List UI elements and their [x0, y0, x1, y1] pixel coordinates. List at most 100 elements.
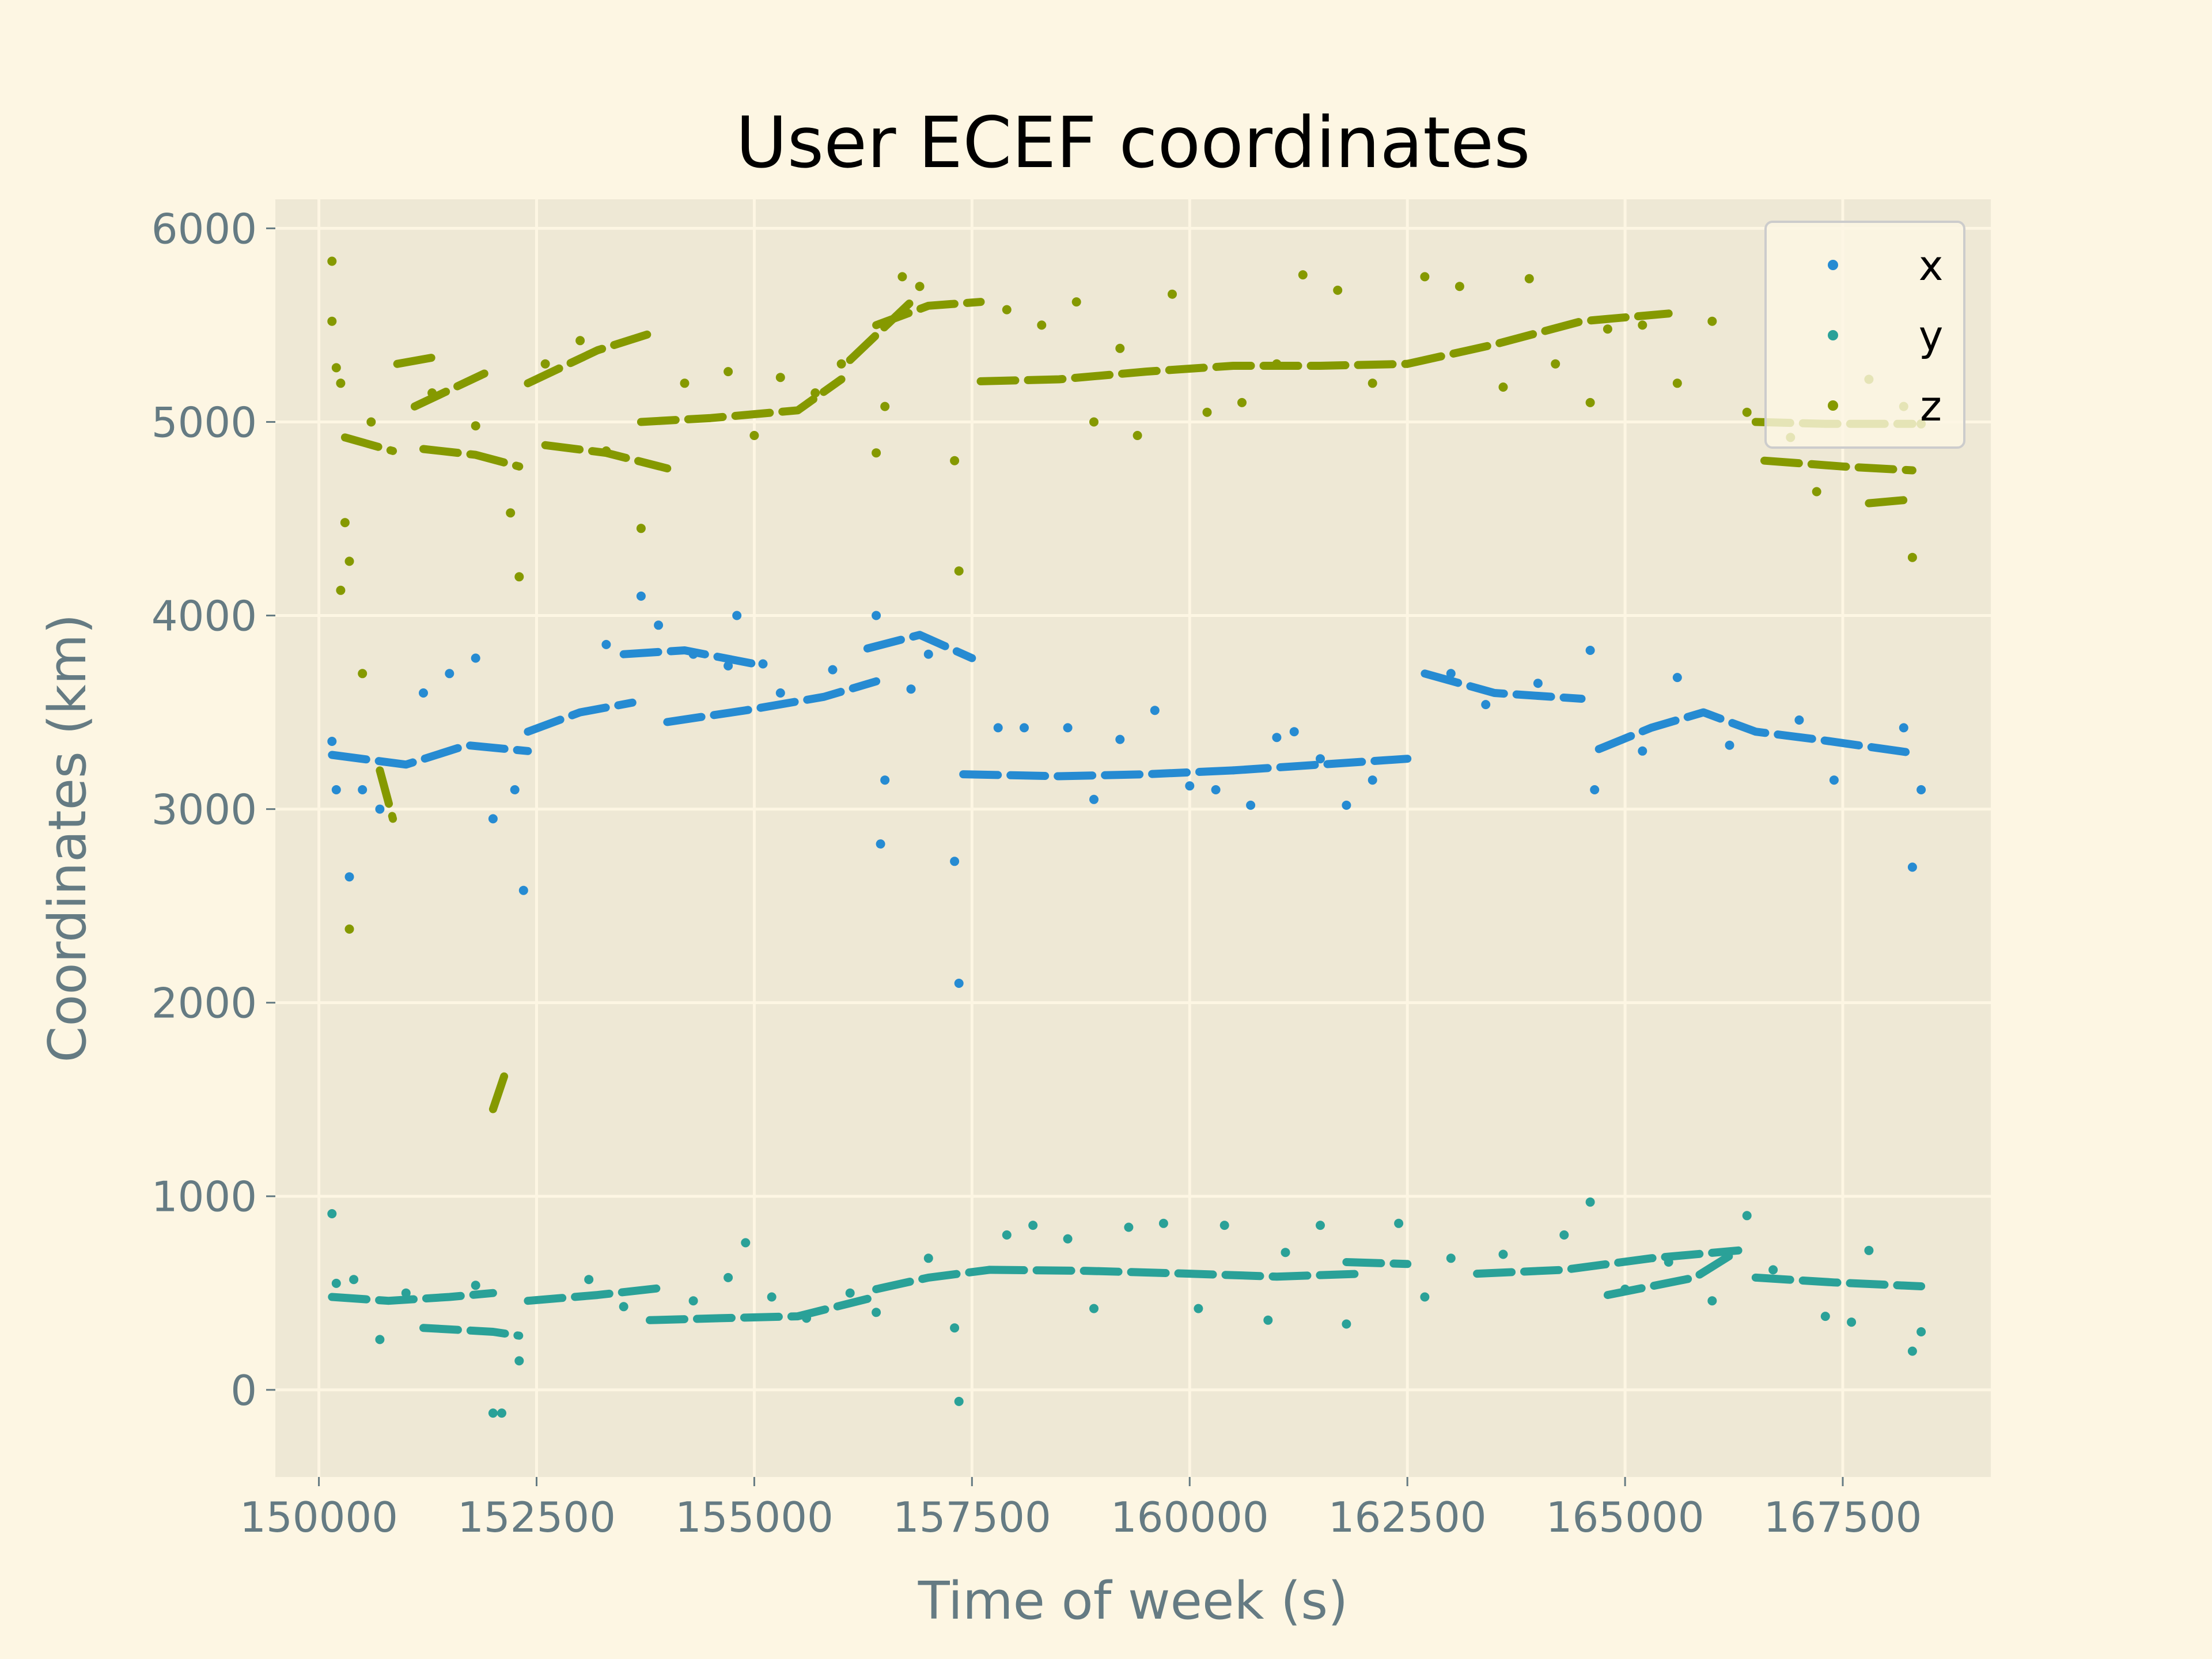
series-x-track — [1594, 708, 1916, 757]
series-z-track — [1865, 495, 1916, 507]
series-x-point — [1829, 775, 1839, 785]
series-y-point — [767, 1292, 777, 1302]
series-y-point — [741, 1238, 751, 1248]
series-z-point — [1168, 289, 1177, 299]
series-x-point — [1590, 785, 1600, 794]
series-x-point — [654, 620, 664, 630]
series-x — [327, 591, 1926, 988]
series-z-track — [419, 445, 524, 471]
legend-label-z: z — [1920, 382, 1942, 430]
series-x-point — [993, 723, 1003, 733]
series-y-point — [1446, 1253, 1456, 1263]
series-x-point — [375, 804, 385, 814]
series-x-track — [1421, 669, 1586, 703]
y-axis-label: Coordinates (km) — [37, 614, 98, 1063]
series-z-point — [331, 363, 341, 373]
legend: xyz — [1764, 221, 1965, 449]
series-x-point — [1368, 775, 1377, 785]
series-z-track — [410, 369, 488, 411]
series-x-point — [880, 775, 890, 785]
series-z-point — [1037, 320, 1047, 330]
series-z-point — [601, 446, 611, 456]
series-y-point — [1559, 1230, 1569, 1240]
series-z-point — [340, 518, 350, 528]
series-y-point — [1316, 1221, 1325, 1230]
series-y-point — [1063, 1234, 1073, 1244]
series-y-point — [1847, 1317, 1857, 1327]
series-z-point — [327, 256, 337, 266]
series-z-point — [1089, 417, 1099, 427]
x-tick-label: 167500 — [1764, 1493, 1922, 1541]
series-z-point — [1742, 407, 1752, 417]
series-y-point — [802, 1313, 812, 1323]
series-x-point — [906, 684, 916, 694]
series-x-point — [688, 649, 698, 659]
series-x-point — [358, 785, 368, 794]
series-z-point — [1202, 407, 1212, 417]
series-x-point — [331, 785, 341, 794]
legend-box — [1764, 221, 1965, 449]
series-x-point — [1916, 785, 1926, 794]
series-y-point — [1028, 1221, 1038, 1230]
series-z-point — [636, 524, 646, 533]
series-y-point — [584, 1275, 594, 1285]
x-tick-label: 155000 — [675, 1493, 834, 1541]
series-z-track — [340, 433, 397, 455]
series-x-point — [1672, 673, 1682, 683]
series-z-point — [336, 378, 346, 388]
series-y-point — [872, 1308, 881, 1317]
series-z-point — [514, 572, 524, 582]
series-y-track — [1751, 1273, 1926, 1290]
y-tick-label: 2000 — [151, 979, 257, 1028]
series-z-point — [1132, 431, 1142, 440]
series-z-point — [344, 924, 354, 934]
series-x-point — [954, 979, 964, 988]
series-z-point — [1907, 552, 1917, 562]
series-z-point — [1455, 282, 1464, 291]
series-z-point — [1115, 343, 1125, 353]
series-z-point — [1603, 324, 1612, 334]
series-y-point — [950, 1323, 960, 1333]
legend-marker-y — [1828, 330, 1838, 340]
series-z-point — [1672, 378, 1682, 388]
series-z-point — [344, 556, 354, 566]
series-z-point — [810, 388, 820, 398]
series-x-point — [1899, 723, 1908, 733]
chart-title: User ECEF coordinates — [736, 102, 1530, 184]
series-z-point — [1524, 274, 1534, 283]
series-z-track — [524, 327, 663, 388]
series-x-point — [732, 611, 742, 620]
series-x-point — [828, 665, 838, 675]
series-y-point — [349, 1275, 359, 1285]
series-x-point — [1089, 794, 1099, 804]
series-y-track — [524, 1283, 672, 1305]
series-z-track — [846, 298, 915, 364]
series-x-point — [758, 659, 768, 669]
series-y-track — [985, 1266, 1368, 1281]
series-y-point — [1907, 1346, 1917, 1356]
series-x-track — [619, 646, 759, 668]
series-z-point — [680, 378, 690, 388]
series-y-point — [514, 1356, 524, 1366]
series-z-point — [872, 448, 881, 458]
series-x-point — [1342, 800, 1351, 810]
y-tick-label: 6000 — [151, 204, 257, 253]
series-z-point — [897, 272, 907, 282]
series-y-track — [1473, 1246, 1743, 1278]
series-z-point — [1585, 397, 1595, 407]
series-y-point — [1089, 1304, 1099, 1313]
series-x-point — [601, 639, 611, 649]
series-x-point — [471, 653, 480, 663]
series-z-point — [1368, 378, 1377, 388]
series-x-point — [1246, 800, 1256, 810]
series-z-track — [637, 375, 846, 426]
legend-label-x: x — [1919, 241, 1944, 290]
series-x-point — [1185, 781, 1195, 791]
series-x-point — [1211, 785, 1221, 794]
series-z-point — [575, 336, 585, 346]
series-y-point — [1768, 1265, 1778, 1275]
series-y-point — [327, 1209, 337, 1218]
series-y-point — [1194, 1304, 1203, 1313]
series-y-point — [1864, 1245, 1874, 1255]
